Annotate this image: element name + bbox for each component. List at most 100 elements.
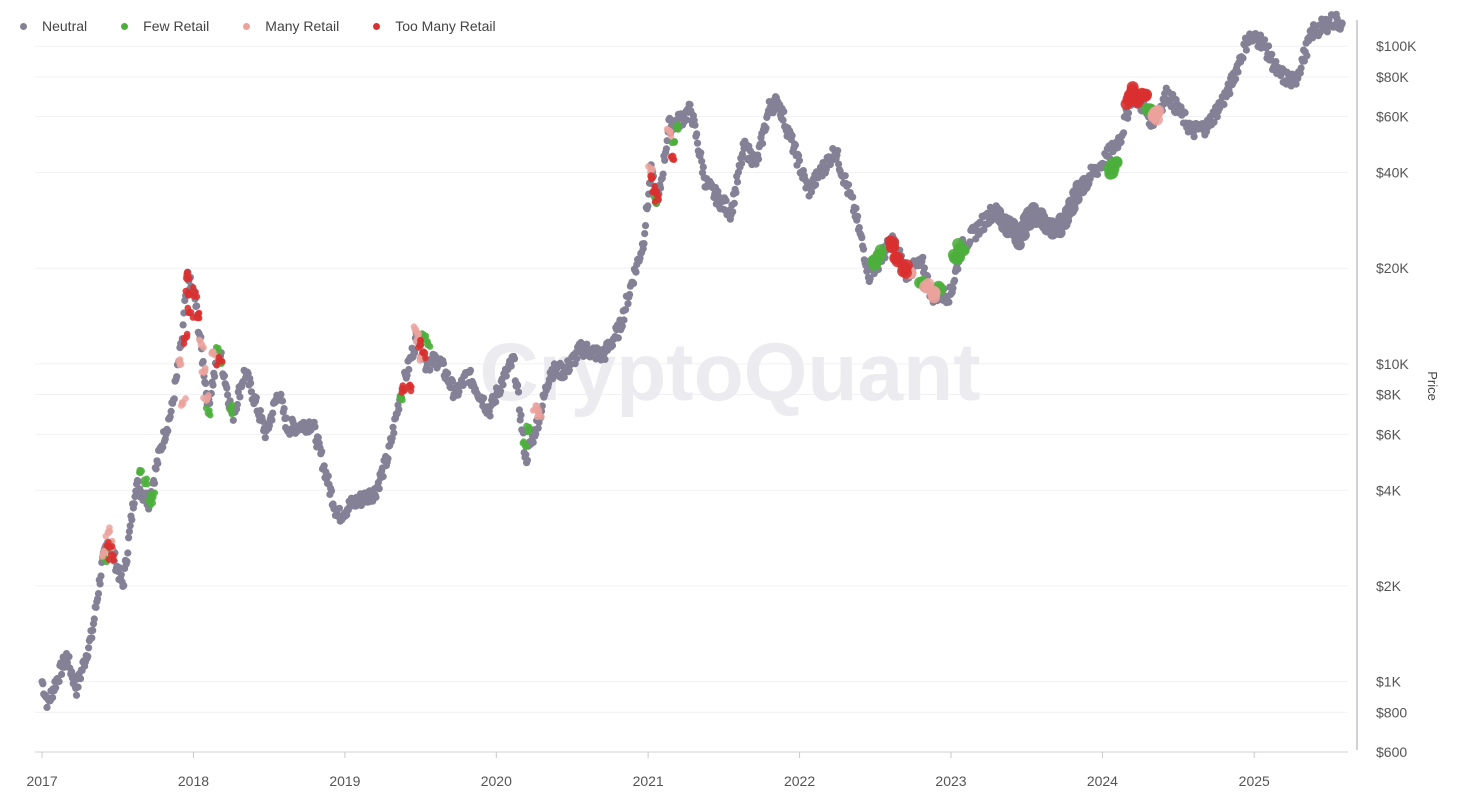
legend-many-retail-label: Many Retail <box>265 18 340 34</box>
legend-item-few-retail[interactable]: Few Retail <box>121 18 209 34</box>
neutral-point <box>335 504 343 512</box>
x-tick-label: 2024 <box>1087 773 1118 789</box>
neutral-point <box>88 634 96 642</box>
neutral-point <box>55 677 63 686</box>
y-tick-label: $6K <box>1376 426 1402 442</box>
neutral-point <box>722 197 730 205</box>
too-many-retail-point <box>213 362 221 369</box>
neutral-point <box>510 355 519 363</box>
few-retail-point <box>206 407 213 414</box>
neutral-point <box>852 204 860 212</box>
neutral-point <box>252 394 260 402</box>
few-retail-point <box>523 422 530 430</box>
neutral-point <box>919 253 927 261</box>
neutral-point <box>426 366 434 374</box>
neutral-point <box>854 212 862 220</box>
neutral-point <box>202 379 210 388</box>
neutral-point <box>1232 75 1240 83</box>
few-retail-point <box>399 396 406 404</box>
neutral-point <box>954 265 962 273</box>
y-tick-label: $20K <box>1376 260 1409 276</box>
neutral-point <box>1261 36 1269 44</box>
many-retail-point <box>649 166 656 173</box>
neutral-point <box>866 275 874 283</box>
legend-few-retail-label: Few Retail <box>143 18 210 34</box>
x-tick-label: 2021 <box>633 773 664 789</box>
neutral-point <box>1272 58 1280 66</box>
many-retail-point <box>176 356 184 363</box>
neutral-point <box>1256 31 1265 39</box>
neutral-point <box>150 479 159 487</box>
neutral-point <box>859 245 868 253</box>
many-retail-point <box>196 337 204 345</box>
neutral-point <box>1292 80 1300 88</box>
x-tick-label: 2020 <box>481 773 512 789</box>
neutral-point <box>117 571 125 579</box>
too-many-retail-point <box>183 275 191 283</box>
too-many-retail-point <box>886 241 898 254</box>
neutral-point <box>375 485 383 493</box>
y-tick-label: $10K <box>1376 356 1409 372</box>
neutral-point <box>514 388 523 396</box>
neutral-point <box>534 424 542 432</box>
neutral-point <box>608 341 617 350</box>
neutral-point <box>620 316 628 324</box>
neutral-point <box>492 398 500 406</box>
many-retail-point <box>414 331 422 339</box>
neutral-point <box>123 557 131 566</box>
neutral-point <box>666 114 674 122</box>
neutral-point <box>72 691 81 699</box>
neutral-point <box>791 141 800 149</box>
neutral-point <box>780 108 788 116</box>
neutral-point <box>507 362 515 370</box>
neutral-point <box>390 429 398 437</box>
neutral-point <box>84 652 92 661</box>
neutral-point <box>120 581 128 590</box>
neutral-point <box>855 224 863 232</box>
few-retail-point <box>426 343 434 350</box>
neutral-point <box>640 240 648 248</box>
x-tick-label: 2023 <box>935 773 966 789</box>
neutral-point <box>52 684 60 692</box>
many-retail-point <box>200 344 207 351</box>
neutral-point <box>1086 175 1094 183</box>
neutral-point <box>74 683 82 691</box>
legend-too-many-retail-dot <box>373 22 381 30</box>
many-retail-point <box>100 547 108 555</box>
neutral-point <box>788 132 796 140</box>
too-many-retail-point <box>415 344 422 351</box>
too-many-retail-point <box>195 314 203 322</box>
few-retail-point <box>424 338 431 345</box>
many-retail-point <box>106 527 113 535</box>
too-many-retail-point <box>184 304 192 312</box>
y-tick-label: $100K <box>1376 38 1417 54</box>
neutral-point <box>849 193 857 201</box>
y-tick-label: $80K <box>1376 69 1409 85</box>
legend-item-too-many-retail[interactable]: Too Many Retail <box>373 18 496 34</box>
few-retail-point <box>215 344 222 352</box>
data-points <box>38 10 1346 712</box>
too-many-retail-point <box>184 291 192 299</box>
neutral-point <box>1220 100 1228 109</box>
neutral-point <box>686 101 694 109</box>
few-retail-point <box>1110 156 1123 169</box>
neutral-point <box>693 130 701 138</box>
neutral-point <box>1117 138 1125 146</box>
neutral-point <box>1226 90 1234 98</box>
few-retail-point <box>143 480 151 488</box>
neutral-point <box>565 366 573 374</box>
neutral-point <box>480 394 488 402</box>
neutral-point <box>626 290 634 299</box>
legend-neutral-label: Neutral <box>42 18 88 34</box>
too-many-retail-point <box>420 348 427 355</box>
neutral-point <box>1018 229 1030 241</box>
too-many-retail-point <box>408 383 415 391</box>
legend-item-many-retail[interactable]: Many Retail <box>243 18 339 34</box>
neutral-point <box>236 393 244 401</box>
x-tick-label: 2018 <box>178 773 209 789</box>
legend-item-neutral[interactable]: Neutral <box>20 18 87 34</box>
neutral-point <box>1242 46 1250 54</box>
neutral-point <box>945 298 953 306</box>
neutral-point <box>124 549 132 557</box>
